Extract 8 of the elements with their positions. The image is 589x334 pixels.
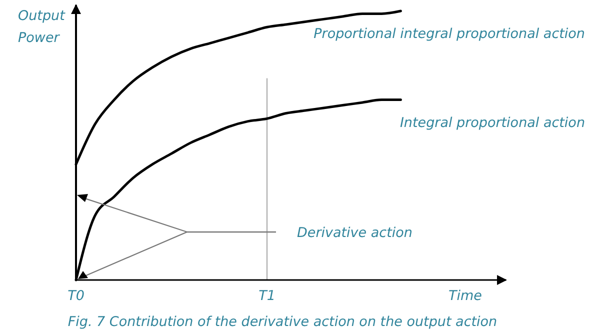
x-axis-title: Time: [448, 288, 482, 304]
x-tick-label: T1: [258, 288, 276, 304]
annotation: Derivative action: [297, 225, 412, 241]
text: Fig. 7 Contribution of the derivative action on the output action: [68, 314, 498, 330]
series-label: Proportional integral proportional action: [314, 26, 585, 42]
y-axis-title: Output Power: [18, 8, 66, 46]
series-label: Integral proportional action: [400, 114, 585, 131]
x-tick-label: T0: [68, 288, 84, 304]
